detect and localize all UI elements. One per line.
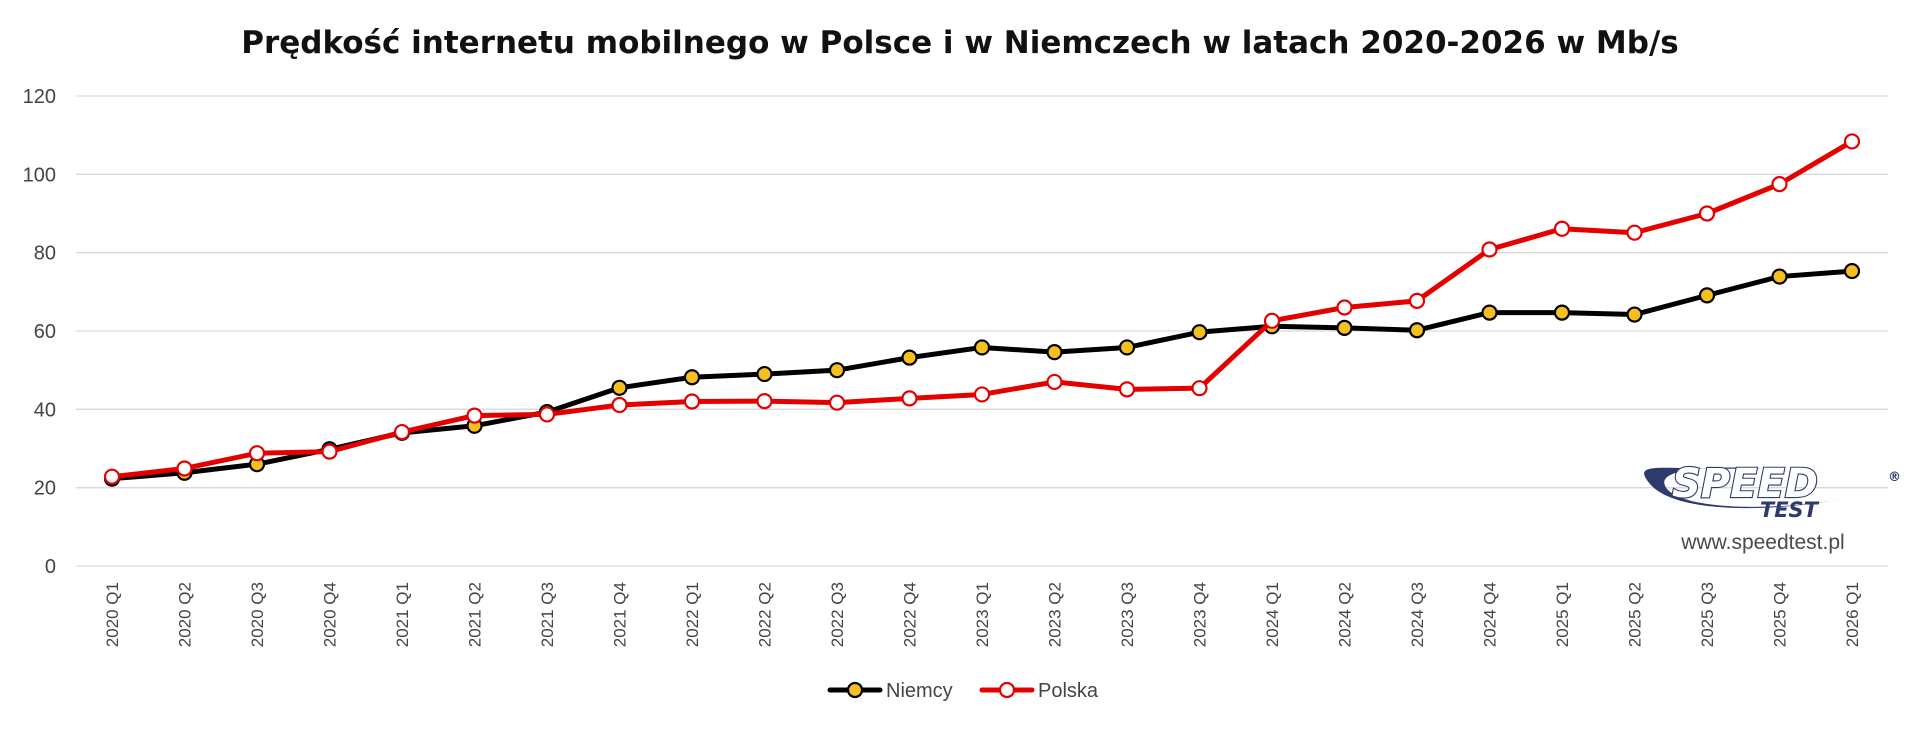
x-tick-label: 2025 Q4 xyxy=(1771,582,1790,647)
y-tick-label: 100 xyxy=(23,164,56,186)
data-point xyxy=(901,390,918,407)
data-point xyxy=(1843,133,1861,150)
x-tick-label: 2020 Q2 xyxy=(176,582,195,647)
y-tick-label: 20 xyxy=(34,478,56,500)
data-point xyxy=(1336,299,1353,316)
x-tick-label: 2025 Q2 xyxy=(1626,582,1645,647)
x-tick-label: 2024 Q2 xyxy=(1336,582,1355,647)
legend-item-niemcy: Niemcy xyxy=(827,680,953,702)
legend-marker-icon xyxy=(846,681,864,699)
legend-item-polska: Polska xyxy=(979,680,1099,702)
data-point xyxy=(1046,373,1063,391)
legend-label: Niemcy xyxy=(886,680,953,702)
x-tick-label: 2021 Q2 xyxy=(466,582,485,647)
x-axis-ticks: 2020 Q1 2020 Q2 2020 Q3 2020 Q4 2021 Q1 2021 … xyxy=(103,582,1862,647)
data-point xyxy=(1336,319,1353,336)
data-point xyxy=(1118,381,1136,398)
data-point xyxy=(1408,322,1426,339)
y-tick-label: 40 xyxy=(34,399,56,421)
data-point xyxy=(1698,205,1716,222)
x-tick-label: 2023 Q1 xyxy=(973,582,992,647)
chart-title: Prędkość internetu mobilnego w Polsce i … xyxy=(241,25,1679,61)
x-tick-label: 2024 Q1 xyxy=(1263,582,1282,647)
data-point xyxy=(828,362,846,379)
series-line-niemcy xyxy=(109,268,1855,482)
logo-swoosh-icon xyxy=(1644,467,1845,509)
data-point xyxy=(1626,306,1643,323)
x-tick-label: 2020 Q3 xyxy=(248,582,267,647)
data-point xyxy=(973,386,991,403)
x-tick-label: 2025 Q3 xyxy=(1698,582,1717,647)
data-point xyxy=(176,460,193,477)
x-tick-label: 2020 Q1 xyxy=(103,582,122,647)
data-point xyxy=(1118,339,1136,356)
data-point xyxy=(973,339,991,356)
legend-marker-icon xyxy=(998,681,1016,699)
data-point xyxy=(538,406,556,423)
y-tick-label: 120 xyxy=(23,86,56,108)
logo-subword: TEST xyxy=(1760,498,1820,522)
data-point xyxy=(321,443,338,460)
data-point xyxy=(1408,292,1426,309)
logo-url: www.speedtest.pl xyxy=(1680,531,1844,554)
series-niemcy xyxy=(103,262,1861,487)
data-point xyxy=(1263,312,1281,329)
data-point xyxy=(611,379,628,396)
y-tick-label: 80 xyxy=(34,243,56,265)
legend: Niemcy Polska xyxy=(827,680,1099,702)
x-tick-label: 2022 Q4 xyxy=(901,582,920,647)
data-point xyxy=(1553,304,1571,321)
data-point xyxy=(1771,268,1788,285)
x-tick-label: 2022 Q3 xyxy=(828,582,847,647)
x-tick-label: 2022 Q2 xyxy=(756,582,775,647)
x-tick-label: 2024 Q3 xyxy=(1408,582,1427,647)
data-point xyxy=(103,468,121,485)
data-point xyxy=(828,394,846,411)
x-tick-label: 2021 Q4 xyxy=(611,582,630,647)
data-point xyxy=(901,349,918,366)
x-tick-label: 2022 Q1 xyxy=(683,582,702,647)
data-point xyxy=(1481,241,1498,258)
data-point xyxy=(1191,380,1208,397)
x-tick-label: 2025 Q1 xyxy=(1553,582,1572,647)
series-line-polska xyxy=(109,138,1855,480)
data-point xyxy=(1481,304,1498,321)
legend-label: Polska xyxy=(1038,680,1099,702)
y-tick-label: 0 xyxy=(45,556,56,578)
x-tick-label: 2026 Q1 xyxy=(1843,582,1862,647)
data-point xyxy=(466,407,483,424)
x-tick-label: 2020 Q4 xyxy=(321,582,340,647)
x-tick-label: 2023 Q4 xyxy=(1191,582,1210,647)
data-point xyxy=(1626,224,1643,241)
data-point xyxy=(611,396,628,414)
x-tick-label: 2021 Q3 xyxy=(538,582,557,647)
series-group xyxy=(103,133,1861,487)
data-point xyxy=(1843,262,1861,280)
series-polska xyxy=(103,133,1861,485)
data-point xyxy=(1046,344,1063,361)
data-point xyxy=(1553,220,1571,237)
data-point xyxy=(683,393,701,410)
y-axis-ticks: 0 20 40 60 80 100 120 xyxy=(23,86,56,578)
data-point xyxy=(1191,324,1208,341)
data-point xyxy=(683,369,701,386)
speedtest-logo: SPEED TEST ® www.speedtest.pl xyxy=(1644,460,1901,554)
data-point xyxy=(1771,176,1788,193)
x-tick-label: 2021 Q1 xyxy=(393,582,412,647)
x-tick-label: 2024 Q4 xyxy=(1481,582,1500,647)
gridlines xyxy=(76,95,1888,567)
data-point xyxy=(393,423,411,441)
y-tick-label: 60 xyxy=(34,321,56,343)
data-point xyxy=(248,445,266,462)
x-tick-label: 2023 Q3 xyxy=(1118,582,1137,647)
data-point xyxy=(756,393,773,410)
logo-wordmark: SPEED xyxy=(1672,461,1818,507)
data-point xyxy=(756,365,773,383)
logo-registered-mark: ® xyxy=(1888,470,1901,485)
x-tick-label: 2023 Q2 xyxy=(1046,582,1065,647)
data-point xyxy=(1698,287,1716,304)
